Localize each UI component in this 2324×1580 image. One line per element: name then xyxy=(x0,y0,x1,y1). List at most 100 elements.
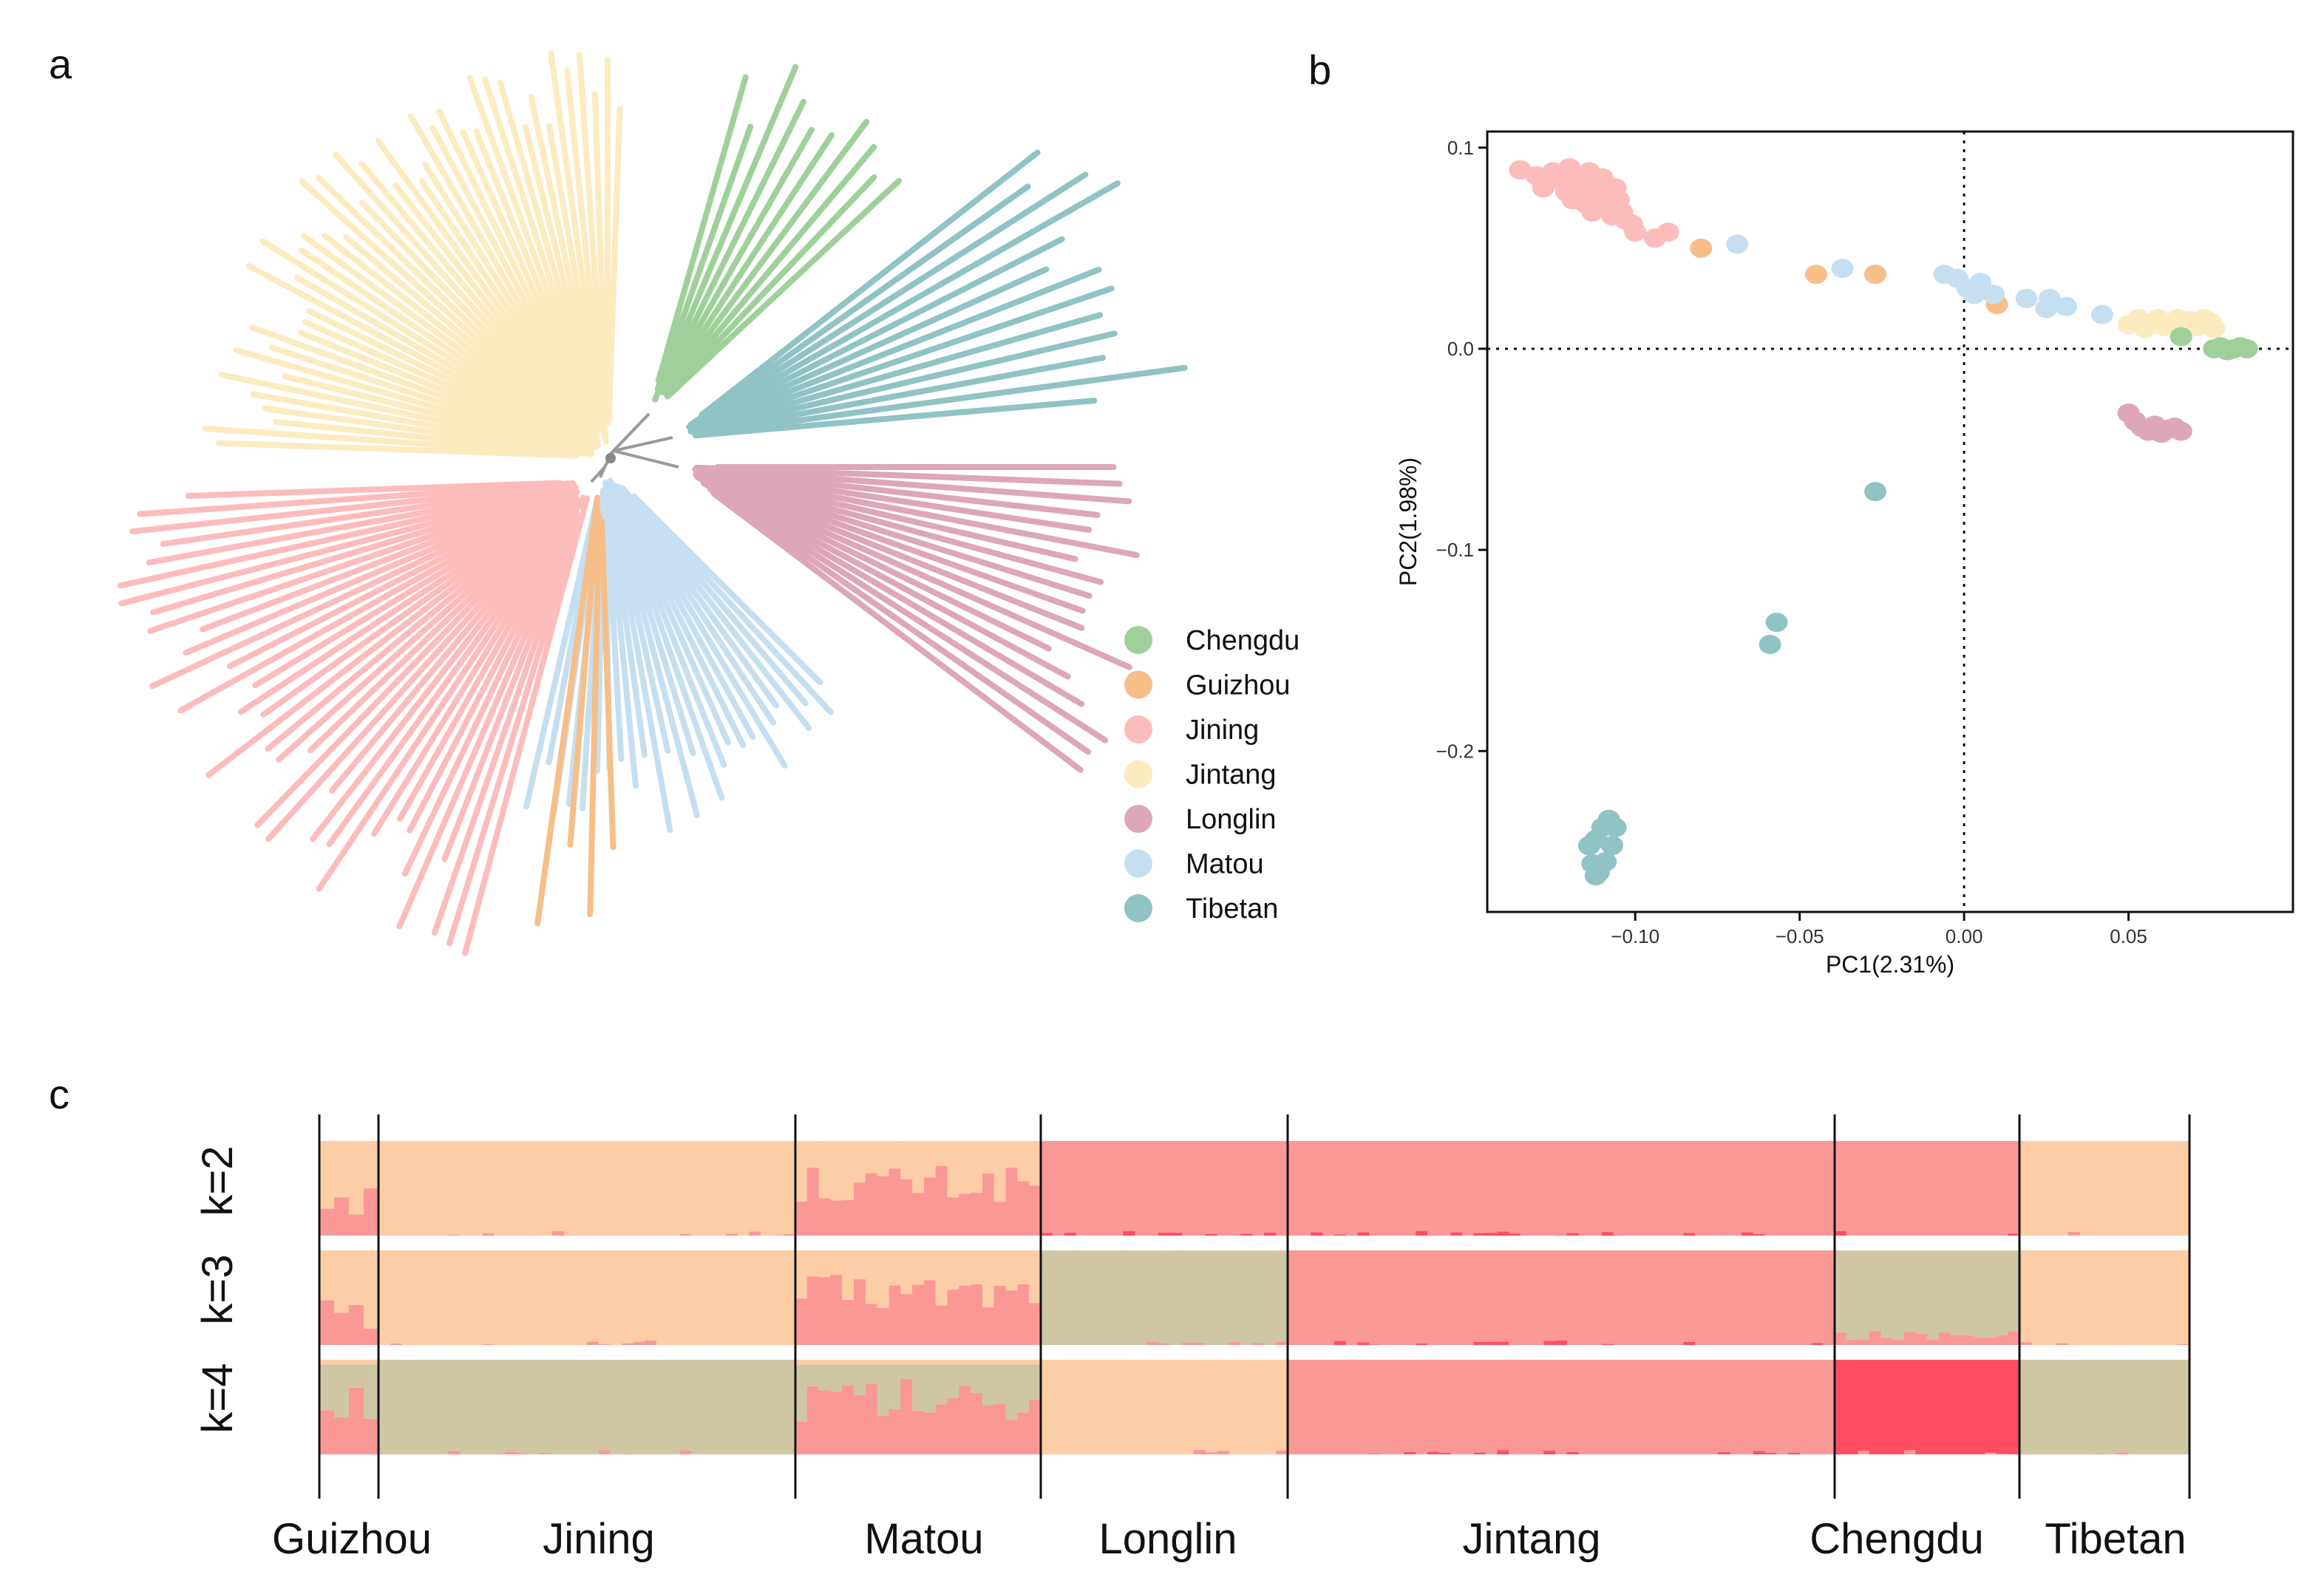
tree-branch-jining xyxy=(146,485,559,566)
admix-bar-longlin xyxy=(1087,1250,1101,1345)
admix-bar-longlin xyxy=(1111,1360,1124,1454)
tree-branch-tibetan xyxy=(705,330,1118,432)
tree-branch-chengdu xyxy=(664,174,877,398)
tree-branch-longlin xyxy=(709,473,1104,585)
admix-bar-jintang xyxy=(1706,1141,1719,1236)
admix-bar-tibetan xyxy=(2080,1360,2093,1454)
admix-bar-jintang xyxy=(1497,1341,1509,1345)
admix-bar-matou xyxy=(818,1141,832,1199)
admix-bar-matou xyxy=(982,1250,995,1308)
admix-bar-jining xyxy=(726,1233,738,1236)
admix-bar-jintang xyxy=(1416,1141,1428,1231)
admix-bar-matou xyxy=(795,1421,808,1454)
admix-bar-jintang xyxy=(1590,1250,1603,1345)
tree-branch-jintang xyxy=(497,79,602,426)
admix-bar-guizhou xyxy=(334,1360,350,1365)
pca-point-longlin xyxy=(2170,421,2192,441)
admix-bar-longlin xyxy=(1041,1233,1053,1236)
tree-branch-jintang xyxy=(282,373,575,451)
admix-bar-jintang xyxy=(1742,1360,1754,1454)
pca-point-chengdu xyxy=(2235,338,2258,358)
admix-bar-jining xyxy=(714,1360,727,1454)
admix-bar-matou xyxy=(1029,1141,1042,1186)
admix-bar-matou xyxy=(971,1141,983,1193)
admix-bar-jintang xyxy=(1473,1141,1487,1233)
tree-branch-matou xyxy=(631,496,834,715)
admix-bar-longlin xyxy=(1135,1141,1147,1236)
admix-bar-longlin xyxy=(1205,1250,1218,1345)
admix-bar-tibetan xyxy=(2177,1360,2190,1454)
admix-bar-jintang xyxy=(1566,1360,1580,1452)
tree-branch-longlin xyxy=(693,470,1086,614)
admix-bar-jining xyxy=(656,1250,669,1345)
admix-bar-jining xyxy=(598,1360,611,1451)
tree-branch-jintang xyxy=(407,113,597,436)
admix-bar-guizhou xyxy=(334,1417,350,1454)
pca-point-jining xyxy=(1532,178,1555,198)
admix-bar-matou xyxy=(818,1390,832,1454)
admix-bar-matou xyxy=(1029,1185,1042,1236)
admix-bar-chengdu xyxy=(1846,1250,1858,1340)
admix-bar-matou xyxy=(795,1141,808,1202)
pca-point-tibetan xyxy=(1601,836,1624,856)
admix-bar-matou xyxy=(877,1415,890,1454)
admix-bar-tibetan xyxy=(2128,1360,2141,1454)
admix-bar-longlin xyxy=(1229,1360,1241,1454)
admix-bar-jintang xyxy=(1404,1360,1416,1452)
admix-bar-jintang xyxy=(1706,1250,1719,1345)
admix-bar-jining xyxy=(563,1141,576,1236)
admix-bar-longlin xyxy=(1041,1360,1053,1454)
admix-bar-matou xyxy=(1029,1360,1042,1365)
admix-bar-matou xyxy=(795,1360,808,1365)
admix-bar-jining xyxy=(761,1141,773,1236)
admix-bar-guizhou xyxy=(319,1364,335,1411)
admix-bar-jintang xyxy=(1823,1250,1835,1345)
admix-bar-longlin xyxy=(1252,1250,1265,1344)
admix-bar-chengdu xyxy=(1846,1339,1858,1345)
tree-branch-guizhou xyxy=(587,513,602,918)
tree-branch-tibetan xyxy=(688,266,1102,433)
admix-bar-matou xyxy=(854,1395,866,1454)
admix-bar-matou xyxy=(912,1364,925,1411)
admix-bar-guizhou xyxy=(364,1328,379,1345)
tree-branch-matou xyxy=(619,485,809,706)
admix-bar-longlin xyxy=(1217,1141,1230,1236)
admix-bar-tibetan xyxy=(2141,1141,2154,1236)
tree-branch-tibetan xyxy=(691,364,1188,437)
admix-bar-matou xyxy=(923,1280,937,1345)
tree-branch-longlin xyxy=(693,464,1123,487)
pca-point-matou xyxy=(2038,288,2061,308)
admix-bar-jining xyxy=(679,1450,692,1454)
admix-bar-jining xyxy=(587,1141,599,1236)
admix-bar-matou xyxy=(1029,1303,1042,1345)
pca-y-axis-title: PC2(1.98%) xyxy=(1395,457,1421,586)
admix-bar-tibetan xyxy=(2056,1141,2069,1236)
admix-bar-jintang xyxy=(1357,1141,1370,1233)
admix-bar-jintang xyxy=(1613,1360,1626,1454)
legend-swatch-jintang xyxy=(1124,760,1152,789)
tree-internal-branch xyxy=(613,449,679,469)
admix-bar-longlin xyxy=(1276,1341,1288,1345)
admix-bar-matou xyxy=(959,1141,971,1194)
admix-bar-jintang xyxy=(1823,1360,1835,1454)
tree-branch-jining xyxy=(260,488,580,718)
tree-branch-jining xyxy=(137,480,576,517)
admix-bar-jining xyxy=(749,1250,761,1345)
admix-bar-jining xyxy=(540,1360,553,1454)
tree-branch-longlin xyxy=(716,473,1078,562)
admix-bar-chengdu xyxy=(1973,1250,1985,1338)
admix-bar-chengdu xyxy=(1915,1250,1928,1335)
admix-bar-jining xyxy=(401,1141,414,1236)
admix-bar-chengdu xyxy=(1903,1250,1916,1332)
admix-bar-jintang xyxy=(1392,1141,1405,1236)
admix-bar-matou xyxy=(842,1385,854,1454)
admix-bar-jintang xyxy=(1718,1141,1730,1236)
pca-point-jining xyxy=(1624,222,1647,242)
tree-branch-jintang xyxy=(202,425,580,458)
admix-bar-jintang xyxy=(1485,1250,1498,1342)
tree-branch-tibetan xyxy=(706,266,1050,424)
admix-bar-jining xyxy=(575,1250,588,1345)
pca-point-guizhou xyxy=(1863,265,1886,285)
admix-bar-jintang xyxy=(1718,1250,1730,1345)
admix-bar-jining xyxy=(448,1360,461,1451)
